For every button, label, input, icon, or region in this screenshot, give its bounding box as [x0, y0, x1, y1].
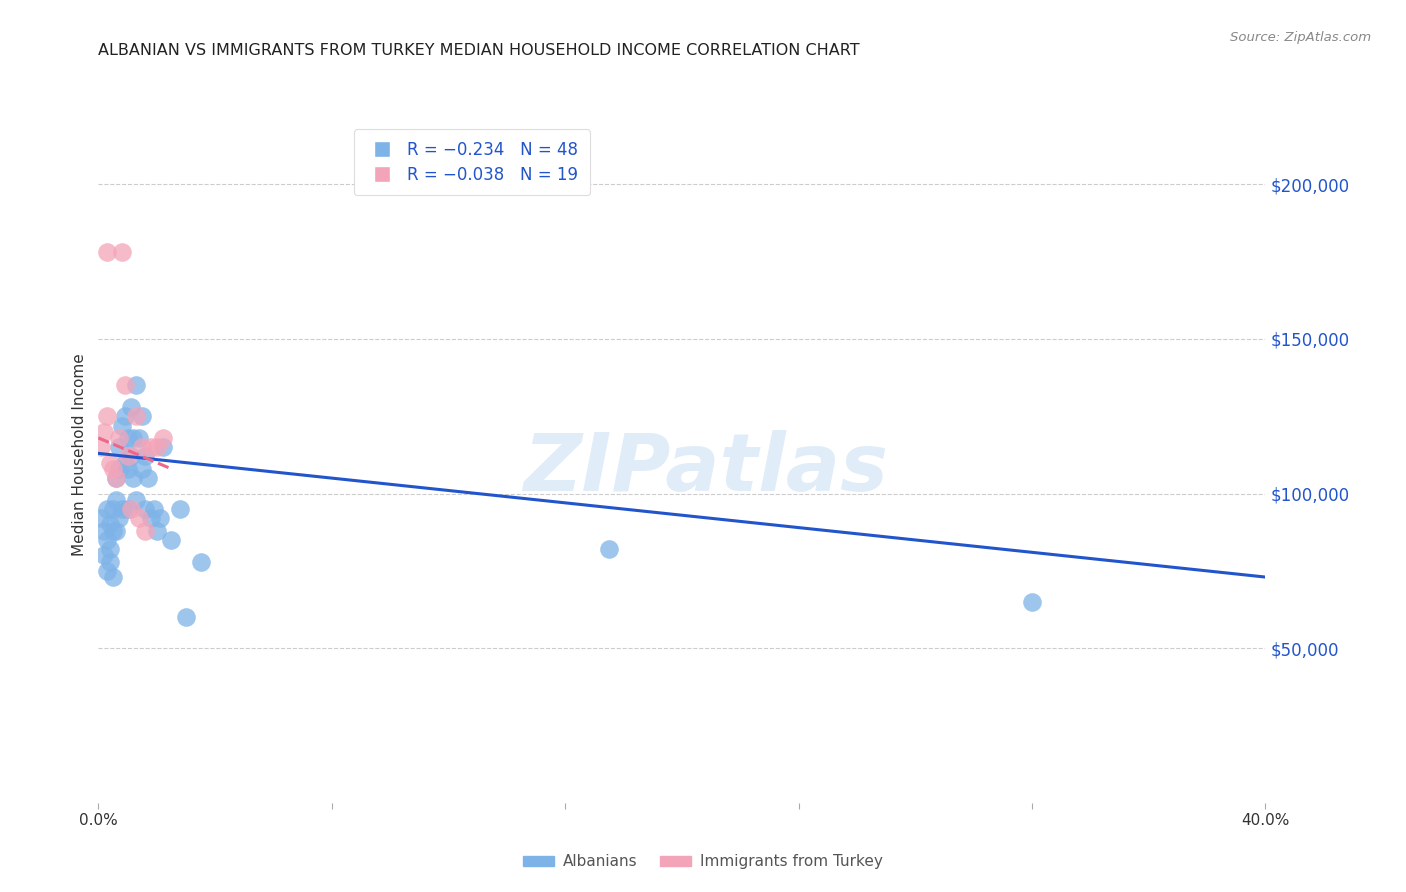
Point [1021, 595, 1043, 609]
Point [117, 431, 139, 445]
Point [122, 471, 145, 485]
Point [131, 440, 153, 454]
Point [108, 431, 131, 445]
Y-axis label: Median Household Income: Median Household Income [72, 353, 87, 557]
Point [114, 456, 136, 470]
Point [117, 502, 139, 516]
Point [125, 409, 148, 424]
Point [98, 542, 121, 557]
Point [111, 502, 134, 516]
Point [139, 511, 162, 525]
Point [98, 456, 121, 470]
Legend: R = −0.234   N = 48, R = −0.038   N = 19: R = −0.234 N = 48, R = −0.038 N = 19 [354, 129, 591, 195]
Point [131, 409, 153, 424]
Point [104, 471, 127, 485]
Legend: Albanians, Immigrants from Turkey: Albanians, Immigrants from Turkey [517, 848, 889, 875]
Point [93, 425, 115, 439]
Point [125, 378, 148, 392]
Point [131, 462, 153, 476]
Point [96, 409, 118, 424]
Point [104, 492, 127, 507]
Point [120, 400, 142, 414]
Point [114, 409, 136, 424]
Point [128, 511, 150, 525]
Point [93, 549, 115, 563]
Text: Source: ZipAtlas.com: Source: ZipAtlas.com [1230, 31, 1371, 45]
Point [96, 502, 118, 516]
Point [96, 533, 118, 547]
Point [160, 533, 183, 547]
Point [108, 511, 131, 525]
Point [98, 517, 121, 532]
Point [190, 555, 212, 569]
Point [149, 511, 172, 525]
Point [136, 471, 159, 485]
Point [125, 492, 148, 507]
Point [146, 524, 169, 538]
Point [142, 502, 165, 516]
Point [93, 524, 115, 538]
Point [128, 431, 150, 445]
Point [152, 440, 174, 454]
Point [90, 440, 112, 454]
Point [108, 462, 131, 476]
Point [101, 524, 124, 538]
Point [122, 431, 145, 445]
Point [152, 431, 174, 445]
Point [101, 462, 124, 476]
Point [96, 245, 118, 260]
Point [90, 511, 112, 525]
Point [98, 555, 121, 569]
Point [104, 524, 127, 538]
Point [134, 450, 156, 464]
Point [111, 418, 134, 433]
Point [117, 462, 139, 476]
Point [96, 564, 118, 578]
Point [108, 440, 131, 454]
Point [101, 502, 124, 516]
Point [134, 524, 156, 538]
Point [104, 471, 127, 485]
Point [174, 610, 197, 624]
Text: ZIPatlas: ZIPatlas [523, 430, 887, 508]
Point [146, 440, 169, 454]
Text: ALBANIAN VS IMMIGRANTS FROM TURKEY MEDIAN HOUSEHOLD INCOME CORRELATION CHART: ALBANIAN VS IMMIGRANTS FROM TURKEY MEDIA… [98, 43, 860, 58]
Point [111, 245, 134, 260]
Point [117, 450, 139, 464]
Point [114, 378, 136, 392]
Point [598, 542, 620, 557]
Point [120, 502, 142, 516]
Point [120, 450, 142, 464]
Point [139, 440, 162, 454]
Point [169, 502, 191, 516]
Point [134, 502, 156, 516]
Point [101, 570, 124, 584]
